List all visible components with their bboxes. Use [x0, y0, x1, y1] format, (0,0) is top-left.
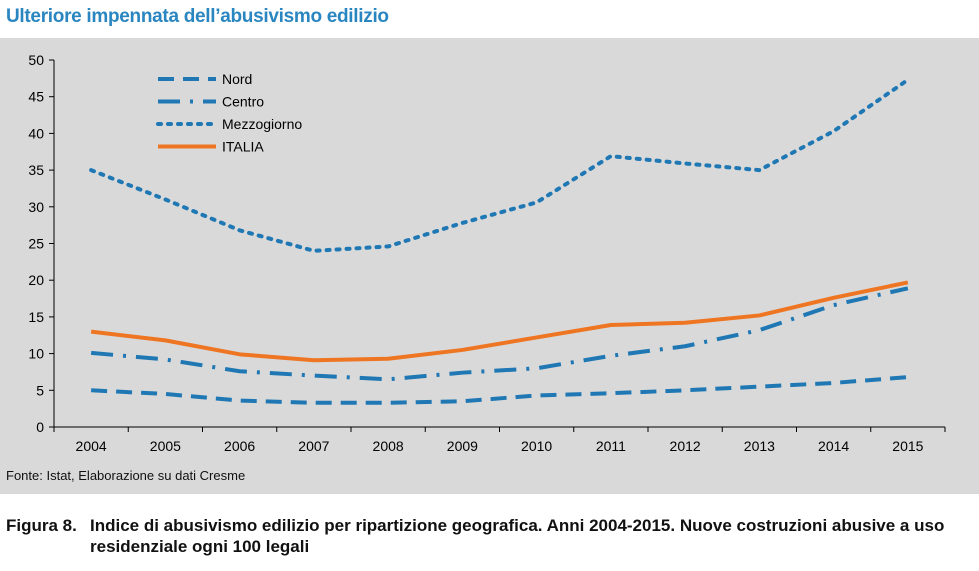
x-tick-label: 2008	[373, 438, 404, 454]
data-point-mezzogiorno	[312, 249, 316, 253]
y-tick-label: 20	[28, 272, 44, 288]
x-tick-label: 2004	[76, 438, 107, 454]
data-point-centro	[89, 351, 93, 355]
x-tick-label: 2005	[150, 438, 181, 454]
source-note: Fonte: Istat, Elaborazione su dati Cresm…	[6, 468, 246, 483]
data-point-nord	[386, 401, 390, 405]
series-line-nord	[91, 375, 909, 405]
chart-panel: 0 5 10 15 20 25 30 35 40 45 50 2004 2005 2006 2007 2008…	[0, 38, 979, 494]
data-point-italia	[832, 296, 836, 300]
line-chart: 0 5 10 15 20 25 30 35 40 45 50 2004 2005 2006 2007 2008…	[28, 52, 946, 454]
data-point-mezzogiorno	[238, 228, 242, 232]
data-point-nord	[683, 388, 687, 392]
figure-label: Figura 8.	[6, 516, 77, 535]
data-point-centro	[609, 354, 613, 358]
data-point-mezzogiorno	[832, 129, 836, 133]
legend-label-centro: Centro	[222, 94, 264, 110]
data-point-italia	[535, 335, 539, 339]
data-point-centro	[906, 286, 910, 290]
figure-caption: Figura 8. Indice di abusivismo edilizio p…	[6, 515, 976, 557]
data-point-italia	[312, 358, 316, 362]
series-line-mezzogiorno	[89, 77, 910, 253]
x-tick-label: 2014	[818, 438, 849, 454]
data-point-mezzogiorno	[906, 78, 910, 82]
y-tick-label: 15	[28, 309, 44, 325]
data-point-mezzogiorno	[757, 168, 761, 172]
data-point-nord	[906, 375, 910, 379]
x-tick-label: 2006	[224, 438, 255, 454]
data-point-nord	[757, 385, 761, 389]
series-line-centro	[90, 286, 909, 382]
data-point-mezzogiorno	[683, 161, 687, 165]
data-point-nord	[89, 388, 93, 392]
series-line-italia	[90, 280, 909, 363]
x-tick-label: 2009	[447, 438, 478, 454]
data-point-italia	[906, 280, 910, 284]
data-point-mezzogiorno	[89, 168, 93, 172]
data-point-mezzogiorno	[460, 221, 464, 225]
data-point-nord	[460, 399, 464, 403]
x-tick-label: 2007	[298, 438, 329, 454]
y-tick-label: 35	[28, 162, 44, 178]
data-point-nord	[535, 393, 539, 397]
data-point-centro	[386, 377, 390, 381]
x-tick-label: 2012	[670, 438, 701, 454]
data-point-nord	[312, 401, 316, 405]
data-point-centro	[832, 303, 836, 307]
data-point-mezzogiorno	[386, 244, 390, 248]
data-point-centro	[757, 328, 761, 332]
legend-label-nord: Nord	[222, 71, 252, 87]
data-point-centro	[683, 344, 687, 348]
data-point-italia	[609, 323, 613, 327]
data-point-nord	[832, 381, 836, 385]
y-tick-label: 45	[28, 89, 44, 105]
chart-title: Ulteriore impennata dell’abusivismo edil…	[6, 6, 389, 27]
figure-caption-text: Indice di abusivismo edilizio per ripart…	[90, 516, 945, 556]
y-tick-label: 10	[28, 346, 44, 362]
data-point-italia	[683, 321, 687, 325]
data-point-mezzogiorno	[609, 154, 613, 158]
data-point-centro	[163, 357, 167, 361]
data-point-italia	[163, 338, 167, 342]
data-point-italia	[460, 348, 464, 352]
data-point-nord	[238, 399, 242, 403]
legend-label-mezzogiorno: Mezzogiorno	[222, 116, 302, 132]
y-tick-label: 25	[28, 236, 44, 252]
data-point-italia	[757, 313, 761, 317]
data-point-centro	[535, 366, 539, 370]
x-tick-label: 2013	[744, 438, 775, 454]
data-point-italia	[386, 357, 390, 361]
legend-label-italia: ITALIA	[222, 139, 264, 155]
x-tick-label: 2010	[521, 438, 552, 454]
data-point-centro	[460, 371, 464, 375]
data-point-centro	[312, 374, 316, 378]
data-point-nord	[609, 391, 613, 395]
data-point-italia	[238, 352, 242, 356]
y-tick-label: 30	[28, 199, 44, 215]
data-point-nord	[163, 392, 167, 396]
x-tick-label: 2015	[892, 438, 923, 454]
data-point-mezzogiorno	[535, 200, 539, 204]
y-tick-label: 0	[36, 419, 44, 435]
y-tick-label: 50	[28, 52, 44, 68]
data-point-italia	[89, 330, 93, 334]
y-tick-label: 40	[28, 125, 44, 141]
data-point-centro	[238, 369, 242, 373]
x-tick-label: 2011	[596, 438, 626, 454]
y-tick-label: 5	[36, 382, 44, 398]
data-point-mezzogiorno	[163, 197, 167, 201]
